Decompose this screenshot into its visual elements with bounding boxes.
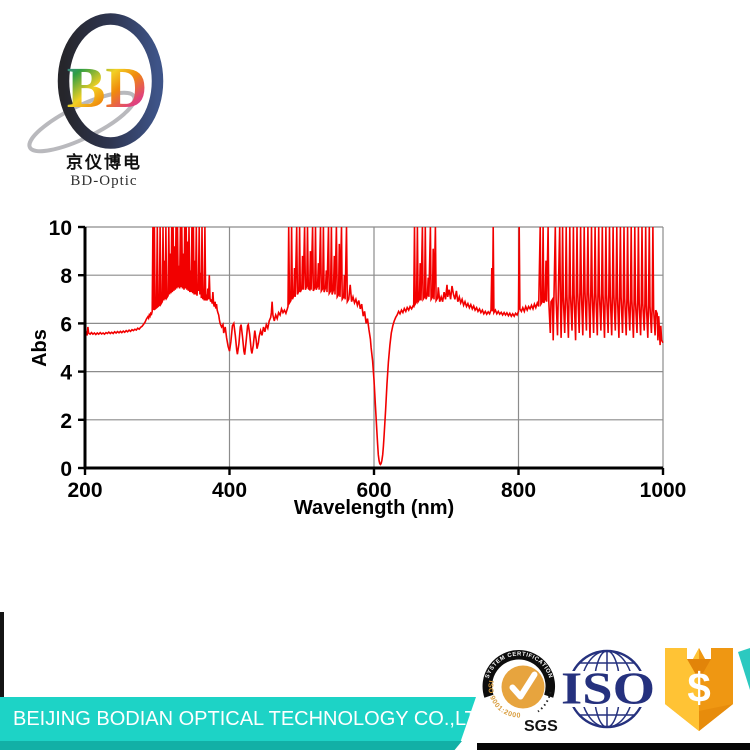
- iso-text-band: [560, 671, 656, 707]
- company-banner: BEIJING BODIAN OPTICAL TECHNOLOGY CO.,LT…: [0, 697, 476, 741]
- teal-wedge: [738, 648, 750, 690]
- y-tick-label: 0: [60, 458, 72, 481]
- logo-bd-monogram: BD: [67, 55, 148, 120]
- y-axis-title: Abs: [29, 329, 51, 367]
- x-tick-label: 600: [356, 479, 391, 502]
- y-tick-label: 10: [49, 217, 72, 240]
- sgs-label: SGS: [524, 718, 558, 735]
- bottom-black-bar: [477, 743, 750, 750]
- sgs-black-arc: [482, 650, 556, 698]
- left-edge-strip: [0, 612, 4, 697]
- logo-en-name: BD-Optic: [70, 173, 137, 189]
- y-tick-label: 4: [60, 362, 72, 385]
- sgs-checkmark-icon: [509, 671, 538, 700]
- shield-left-face: [665, 648, 699, 731]
- logo-ring-icon: [57, 13, 164, 149]
- iso-badge-icon: ISO: [560, 649, 656, 729]
- iso-label: ISO: [561, 663, 655, 714]
- bd-optic-logo: BD 京仪博电 BD-Optic: [27, 13, 164, 189]
- x-tick-label: 1000: [640, 479, 687, 502]
- x-tick-label: 400: [212, 479, 247, 502]
- dollar-symbol: $: [687, 664, 710, 711]
- company-banner-shadow: [0, 741, 462, 750]
- shield-bottom-right-facet: [699, 704, 733, 731]
- y-tick-label: 8: [60, 265, 72, 288]
- shield-notch-triangle: [687, 659, 711, 680]
- sgs-badge-icon: SYSTEM CERTIFICATION ISO 9001:2000 SGS: [482, 650, 558, 735]
- x-tick-label: 800: [501, 479, 536, 502]
- x-axis-title: Wavelength (nm): [294, 497, 454, 519]
- spectrum-line: [84, 226, 664, 466]
- y-tick-label: 2: [60, 410, 72, 433]
- dollar-shield-icon: $: [665, 648, 750, 731]
- x-tick-label: 200: [67, 479, 102, 502]
- company-name: BEIJING BODIAN OPTICAL TECHNOLOGY CO.,LT…: [13, 707, 497, 730]
- sgs-dotted-arc: [537, 691, 552, 713]
- y-tick-label: 6: [60, 313, 72, 336]
- logo-cn-name: 京仪博电: [66, 152, 142, 173]
- chart-plot-area: 200 400 600 800 1000 0 2 4 6 8 10: [49, 217, 687, 502]
